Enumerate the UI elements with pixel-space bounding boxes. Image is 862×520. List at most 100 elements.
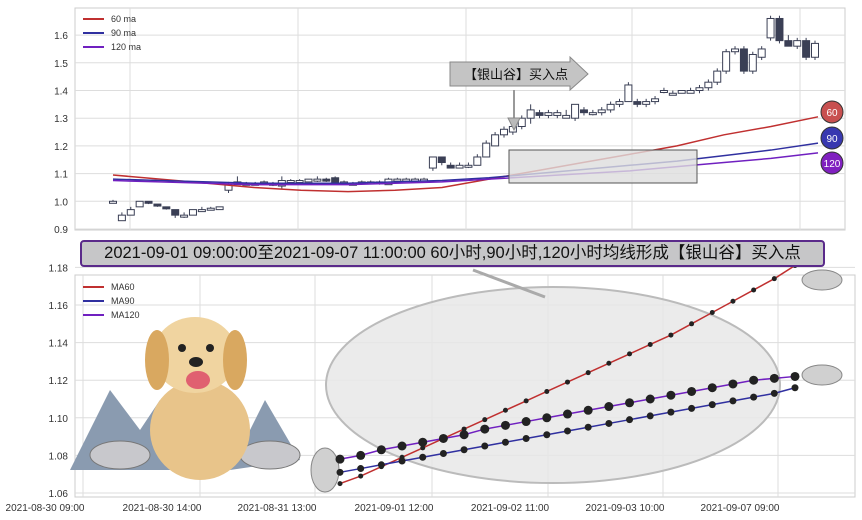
candle — [464, 164, 473, 168]
x-tick-label: 2021-09-02 11:00 — [471, 503, 550, 514]
data-point — [357, 465, 365, 473]
y-tick-label: 1.16 — [49, 301, 69, 312]
candle — [180, 214, 189, 218]
data-point — [480, 424, 490, 434]
data-point — [709, 310, 715, 316]
data-point — [646, 412, 654, 420]
data-point — [790, 371, 800, 381]
candle — [491, 134, 500, 147]
data-point — [500, 420, 510, 430]
dog-body — [150, 380, 250, 480]
data-point — [438, 433, 448, 443]
y-tick-label: 1.6 — [54, 31, 68, 42]
data-point — [461, 426, 467, 432]
data-point — [439, 450, 447, 458]
data-point — [583, 405, 593, 415]
legend-label: MA90 — [111, 296, 135, 306]
candle — [286, 180, 295, 184]
data-point — [728, 379, 738, 389]
annotation-label: 【银山谷】买入点 — [464, 67, 568, 82]
data-point — [482, 417, 488, 423]
candle — [428, 156, 437, 169]
ma120-line — [112, 152, 819, 186]
silver-ingot-icon — [801, 364, 843, 386]
data-point — [708, 401, 716, 409]
ma90-line — [112, 142, 819, 185]
legend-label: MA60 — [111, 282, 135, 292]
candle — [802, 40, 811, 58]
data-point — [335, 454, 345, 464]
data-point — [565, 379, 570, 385]
candle — [473, 156, 482, 166]
candle — [615, 101, 624, 105]
data-point — [523, 398, 529, 404]
data-point — [606, 360, 612, 366]
candle — [571, 103, 580, 119]
x-tick-label: 2021-08-30 09:00 — [6, 503, 85, 514]
candle — [455, 164, 464, 169]
legend-label: MA120 — [111, 310, 140, 320]
y-tick-label: 1.14 — [49, 339, 69, 350]
candle — [766, 17, 775, 39]
candle — [553, 112, 562, 116]
ma-badge-label: 90 — [826, 134, 838, 145]
data-point — [419, 453, 427, 461]
candle — [331, 177, 340, 184]
candle — [162, 206, 171, 210]
silver-ingot-icon — [310, 447, 340, 493]
data-point — [377, 461, 385, 469]
data-point — [627, 351, 633, 357]
candle — [188, 209, 197, 216]
data-point — [625, 398, 635, 408]
data-point — [688, 404, 696, 412]
candle — [544, 112, 553, 116]
dog-nose — [189, 357, 203, 367]
candle — [144, 200, 153, 204]
candle — [562, 114, 571, 119]
ma60-line — [112, 116, 819, 193]
ma-badge — [820, 126, 844, 150]
annotation-pointer-head — [507, 117, 521, 132]
data-point — [460, 446, 468, 454]
data-point — [668, 332, 674, 338]
candle — [686, 90, 695, 94]
data-point — [481, 442, 489, 450]
data-point — [356, 450, 366, 460]
silver-ingot-icon — [801, 269, 843, 291]
signal-banner: 2021-09-01 09:00:00至2021-09-07 11:00:00 … — [80, 240, 825, 267]
candle — [153, 203, 162, 207]
candle — [597, 109, 606, 114]
data-point — [750, 393, 758, 401]
ma-badge-label: 120 — [824, 159, 841, 170]
data-point — [770, 389, 778, 397]
candle — [526, 109, 535, 119]
ma-badge — [820, 100, 844, 124]
candle — [109, 200, 117, 204]
dog-head — [153, 317, 237, 393]
candle — [757, 48, 766, 58]
candle — [313, 178, 322, 182]
data-point — [522, 434, 530, 442]
candle — [695, 87, 704, 92]
data-point — [729, 397, 737, 405]
y-tick-label: 1.5 — [54, 59, 68, 70]
x-tick-label: 2021-08-31 13:00 — [238, 503, 317, 514]
y-tick-label: 1.0 — [54, 197, 68, 208]
data-point — [584, 423, 592, 431]
candle — [126, 209, 135, 216]
annotation-arrow — [449, 55, 589, 92]
data-point — [459, 430, 469, 440]
data-point — [707, 383, 717, 393]
golden-retriever-illustration — [70, 317, 301, 480]
x-tick-label: 2021-08-30 14:00 — [123, 503, 202, 514]
candle — [677, 90, 686, 94]
candle — [206, 207, 215, 211]
candle — [722, 51, 731, 72]
legend-label: 90 ma — [111, 28, 136, 38]
dog-eye — [178, 344, 186, 352]
candle — [295, 180, 304, 184]
candle — [713, 70, 722, 83]
data-point — [769, 373, 779, 383]
data-point — [605, 419, 613, 427]
y-tick-label: 1.1 — [54, 170, 68, 181]
